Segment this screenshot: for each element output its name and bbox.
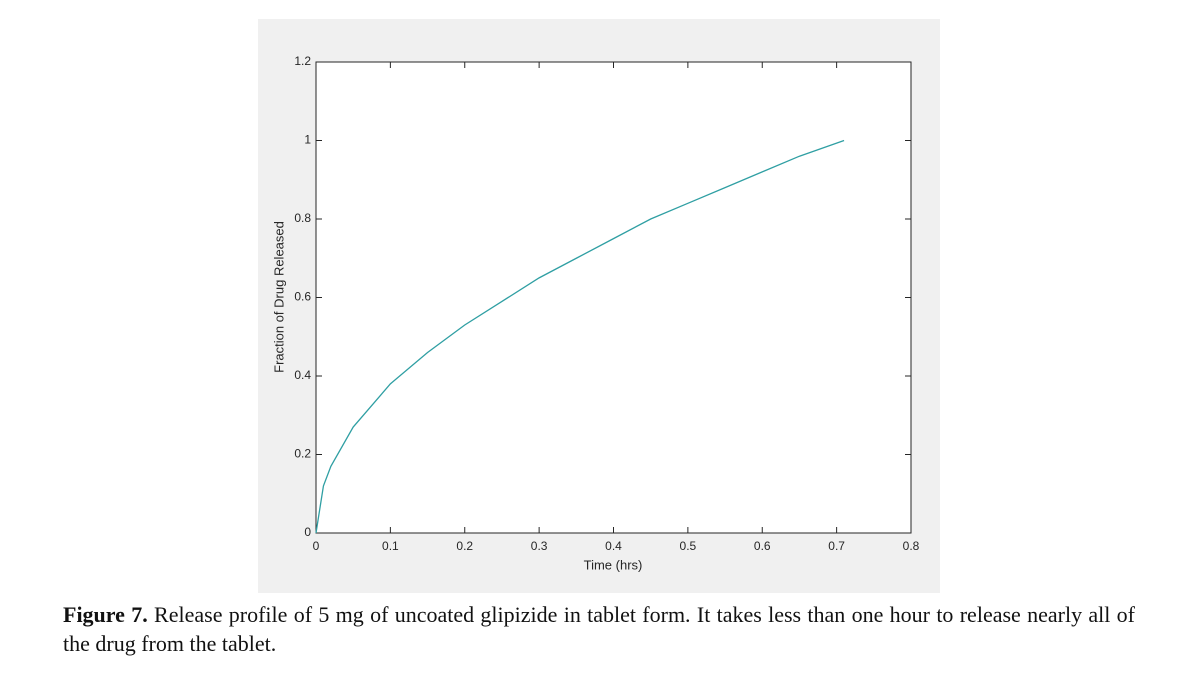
x-tick-label: 0.5 [680,539,697,553]
x-axis-label: Time (hrs) [584,557,643,572]
chart: Time (hrs) Fraction of Drug Released 0 0.… [258,19,940,593]
x-tick-label: 0.7 [828,539,845,553]
x-tick-label: 0.6 [754,539,771,553]
x-tick-label: 0.3 [531,539,548,553]
caption-label: Figure 7. [63,602,148,627]
x-tick-label: 0.1 [382,539,399,553]
y-tick-label: 0.8 [294,211,311,225]
y-tick-label: 0.4 [294,368,311,382]
y-axis-label: Fraction of Drug Released [271,221,286,373]
y-tick-label: 0 [304,525,311,539]
x-tick-label: 0.4 [605,539,622,553]
y-tick-label: 0.6 [294,290,311,304]
y-tick-label: 1 [304,133,311,147]
data-line [315,139,845,534]
y-tick-label: 1.2 [294,54,311,68]
x-tick-label: 0.8 [903,539,920,553]
plot-area [315,61,912,534]
y-tick-label: 0.2 [294,447,311,461]
caption-text: Release profile of 5 mg of uncoated glip… [63,602,1135,656]
x-tick-label: 0 [313,539,320,553]
caption: Figure 7. Release profile of 5 mg of unc… [63,600,1135,658]
x-tick-label: 0.2 [456,539,473,553]
